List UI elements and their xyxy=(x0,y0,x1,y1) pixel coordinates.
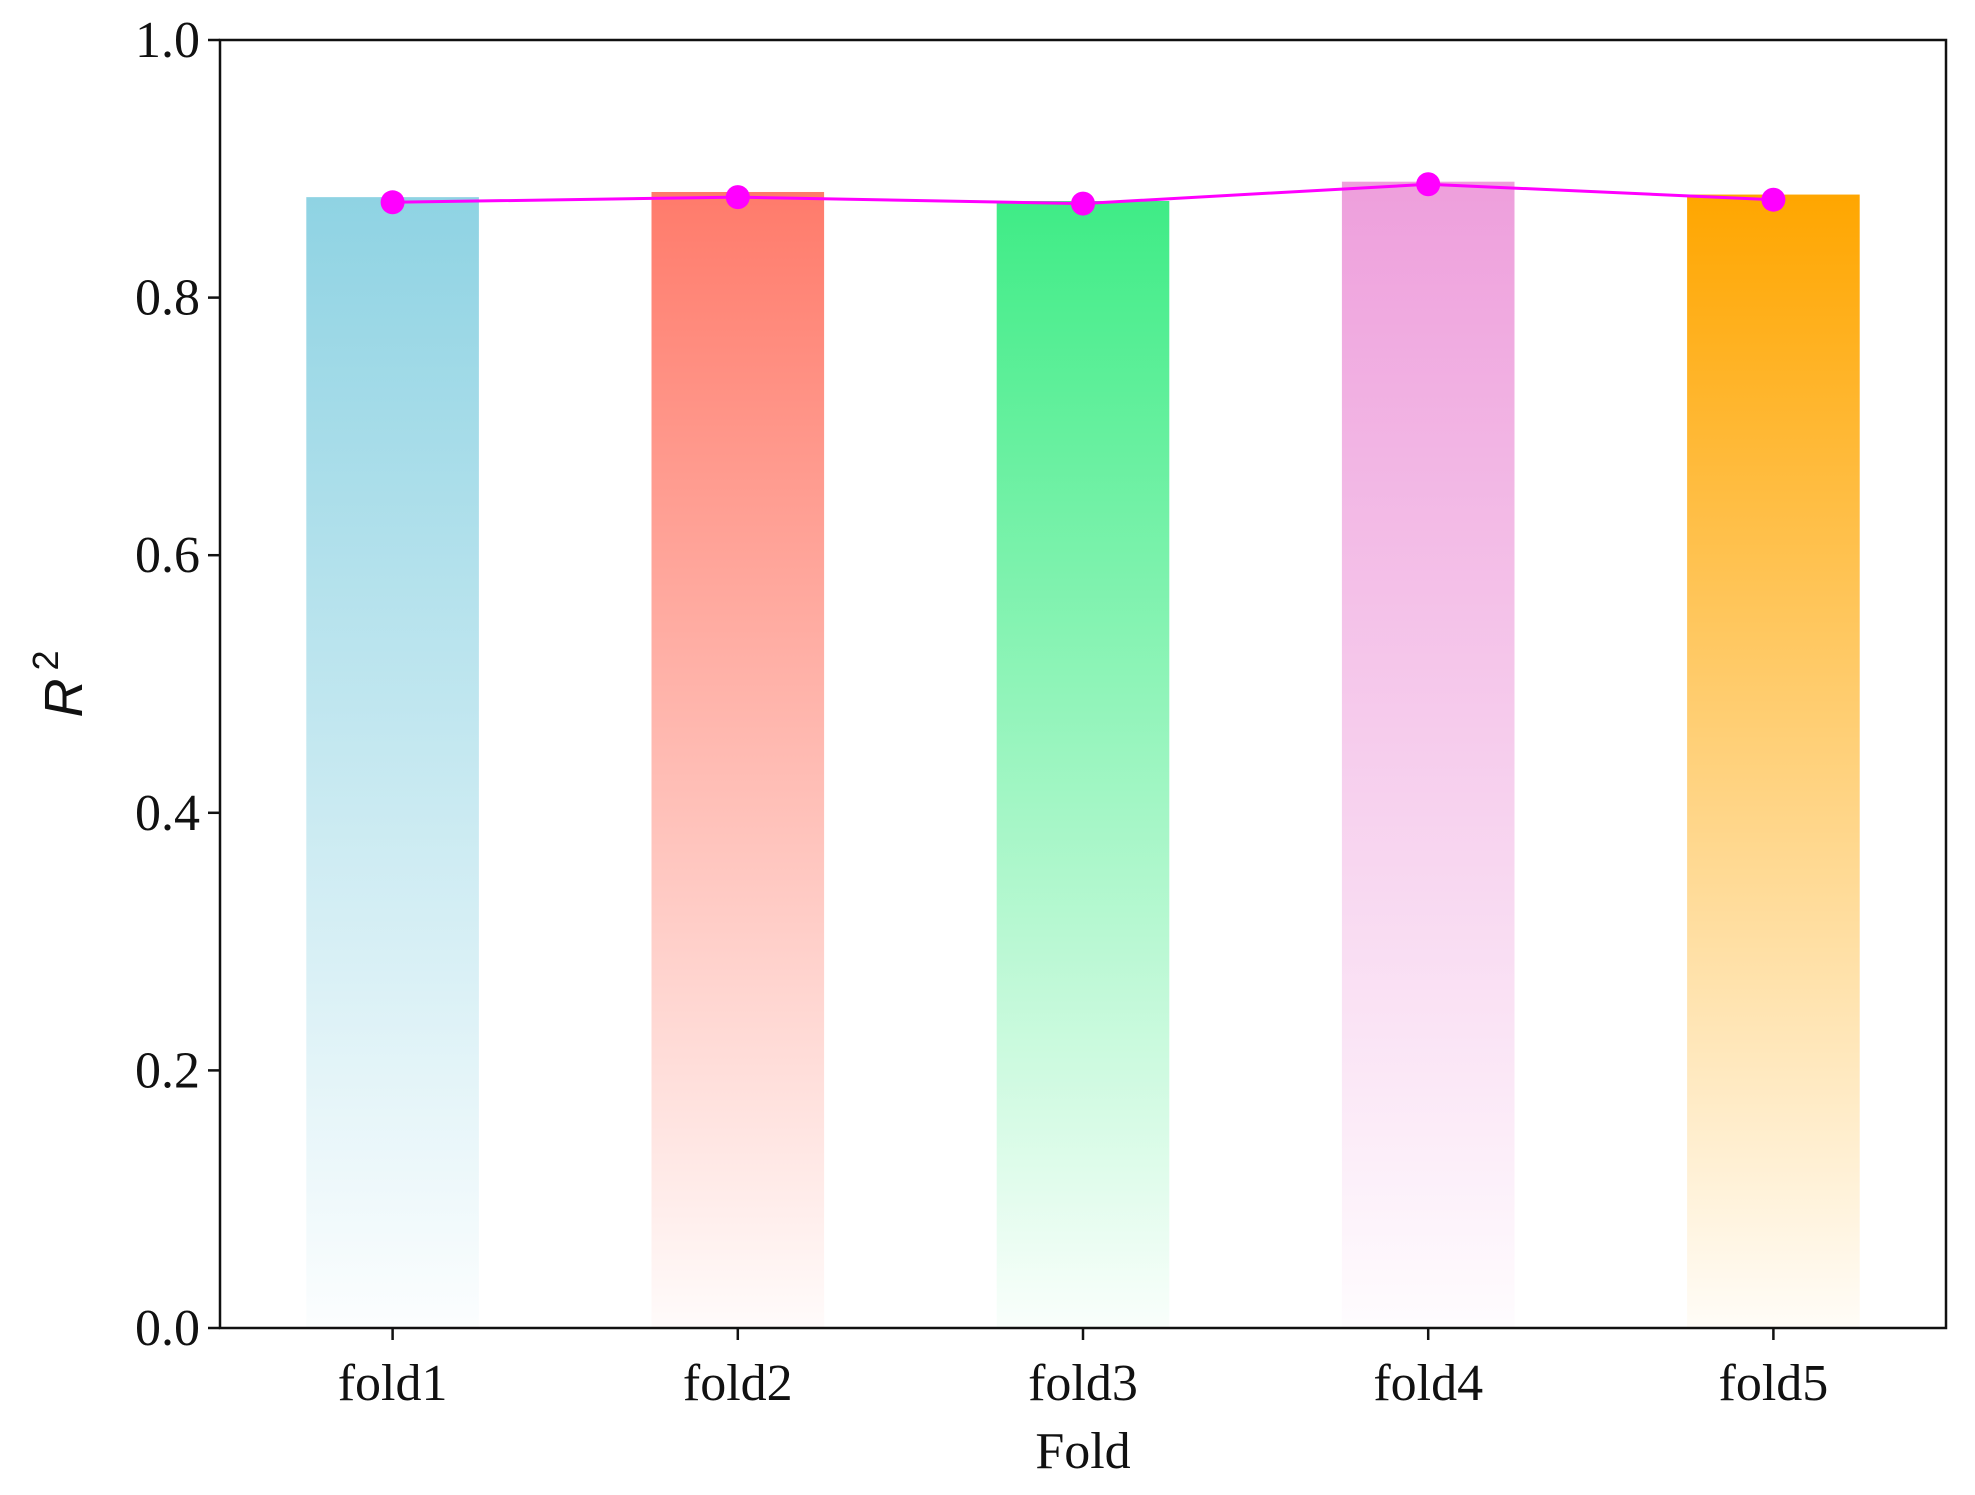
x-axis: fold1 fold2 fold3 fold4 fold5 xyxy=(338,1328,1829,1412)
y-axis-title: R2 xyxy=(25,650,94,717)
svg-text:R2: R2 xyxy=(25,650,94,717)
x-tick-label: fold1 xyxy=(338,1355,448,1412)
y-tick-label: 0.4 xyxy=(135,785,200,842)
r2-point-fold4 xyxy=(1416,172,1441,197)
y-tick-label: 0.8 xyxy=(135,270,200,327)
bar-fold1 xyxy=(306,197,479,1329)
r2-point-fold1 xyxy=(380,190,405,215)
bars-layer xyxy=(306,181,1860,1329)
x-tick-label: fold5 xyxy=(1719,1355,1829,1412)
bar-fold3 xyxy=(996,201,1170,1328)
y-axis: 0.0 0.2 0.4 0.6 0.8 1.0 xyxy=(135,12,220,1357)
r2-point-fold5 xyxy=(1761,187,1786,212)
y-axis-title-superscript: 2 xyxy=(25,650,66,670)
y-tick-label: 1.0 xyxy=(135,12,200,69)
bar-fold5 xyxy=(1687,194,1860,1328)
x-tick-label: fold4 xyxy=(1373,1355,1483,1412)
x-axis-title: Fold xyxy=(1035,1423,1130,1480)
y-tick-label: 0.0 xyxy=(135,1300,200,1357)
r2-point-fold2 xyxy=(725,185,750,210)
bar-fold4 xyxy=(1341,181,1515,1329)
r2-line-series xyxy=(380,172,1786,216)
bar-fold2 xyxy=(651,191,825,1328)
y-tick-label: 0.2 xyxy=(135,1042,200,1099)
y-tick-label: 0.6 xyxy=(135,527,200,584)
r2-point-fold3 xyxy=(1071,191,1095,216)
y-axis-title-main: R xyxy=(34,679,94,718)
x-tick-label: fold2 xyxy=(683,1355,793,1412)
x-tick-label: fold3 xyxy=(1028,1355,1138,1412)
